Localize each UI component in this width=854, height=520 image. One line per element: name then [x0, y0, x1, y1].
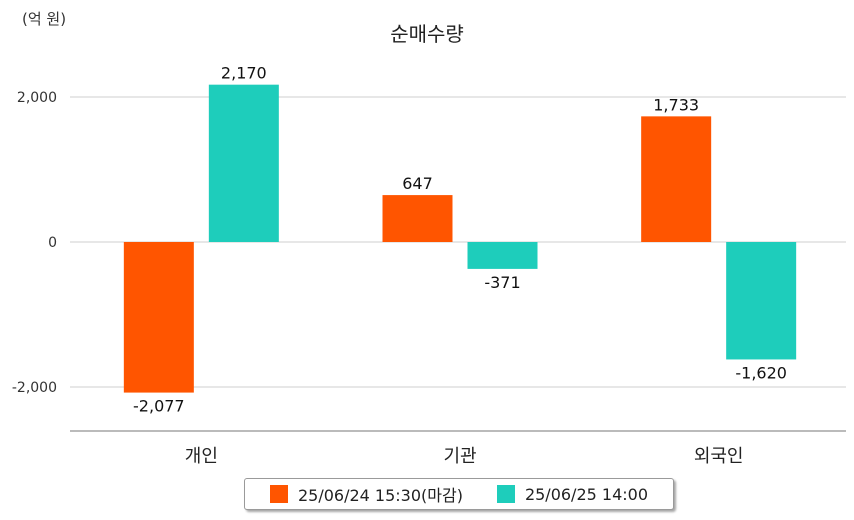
legend-label-series-1: 25/06/24 15:30(마감)	[297, 486, 463, 505]
legend-item-series-2[interactable]: 25/06/25 14:00	[496, 484, 648, 504]
bar	[641, 116, 712, 242]
legend-label-series-2: 25/06/25 14:00	[524, 484, 648, 504]
bar	[726, 242, 797, 360]
unit-label: (억 원)	[22, 10, 67, 28]
bar	[123, 242, 194, 393]
x-tick-label: 외국인	[694, 446, 744, 467]
bar	[467, 242, 538, 269]
x-tick-label: 개인	[185, 446, 218, 467]
chart-title: 순매수량	[390, 22, 464, 46]
legend-item-series-1[interactable]: 25/06/24 15:30(마감)	[269, 482, 463, 506]
data-label: 1,733	[653, 95, 699, 114]
x-tick-label: 기관	[443, 446, 476, 467]
data-label: -371	[484, 273, 520, 292]
data-label: -2,077	[133, 397, 185, 416]
y-tick-label: -2,000	[12, 380, 57, 396]
bar	[382, 195, 453, 242]
y-tick-label: 2,000	[17, 90, 57, 106]
legend-swatch-series-1	[269, 485, 288, 503]
data-label: -1,620	[735, 363, 787, 382]
y-tick-label: 0	[48, 235, 57, 251]
data-label: 2,170	[221, 64, 267, 83]
data-label: 647	[402, 174, 433, 193]
legend-swatch-series-2	[496, 485, 515, 503]
bar	[208, 84, 279, 242]
legend: 25/06/24 15:30(마감) 25/06/25 14:00	[244, 478, 674, 510]
